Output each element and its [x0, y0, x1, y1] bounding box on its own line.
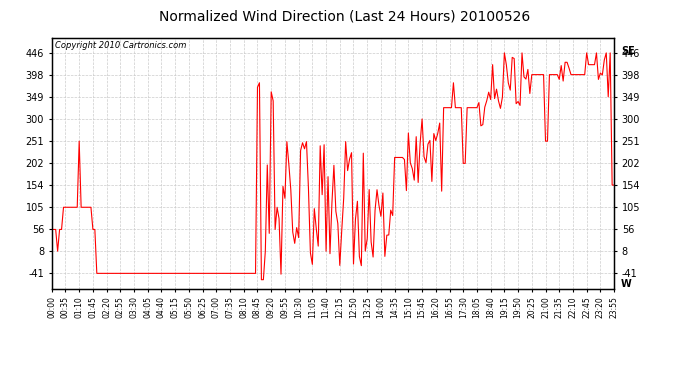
Text: W: W — [621, 279, 632, 289]
Text: SE: SE — [621, 46, 635, 56]
Text: Copyright 2010 Cartronics.com: Copyright 2010 Cartronics.com — [55, 41, 186, 50]
Text: Normalized Wind Direction (Last 24 Hours) 20100526: Normalized Wind Direction (Last 24 Hours… — [159, 9, 531, 23]
